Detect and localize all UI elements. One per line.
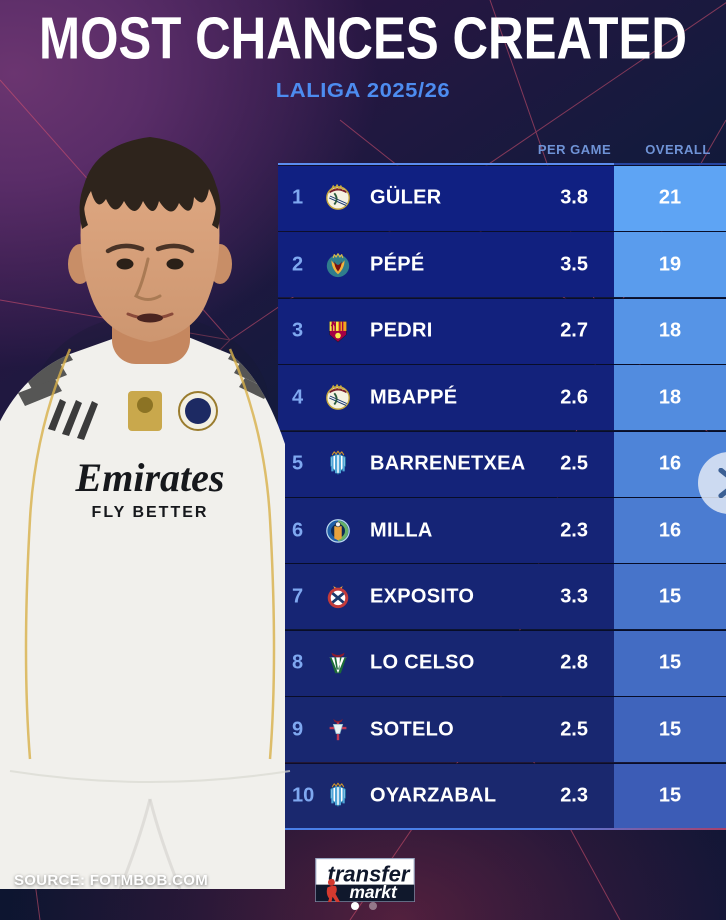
svg-text:FLY BETTER: FLY BETTER	[92, 504, 209, 521]
svg-text:Emirates: Emirates	[75, 455, 225, 500]
